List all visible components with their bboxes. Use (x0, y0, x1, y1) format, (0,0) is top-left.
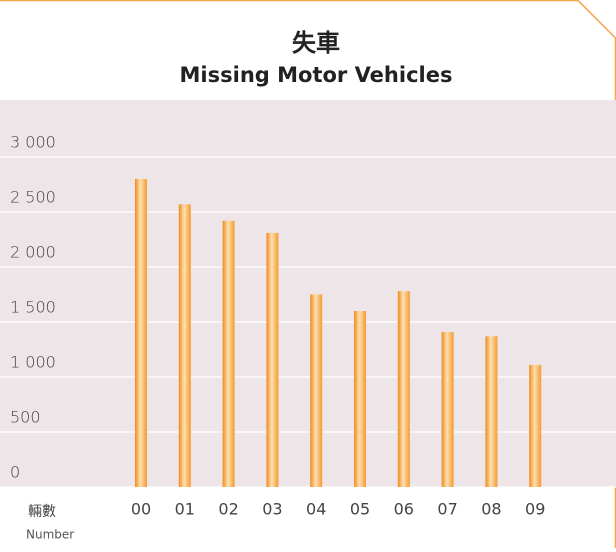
bar (529, 364, 542, 487)
bar (485, 336, 498, 487)
x-tick-label: 02 (218, 500, 238, 519)
x-tick-label: 04 (306, 500, 326, 519)
x-tick-label: 03 (262, 500, 282, 519)
bar (266, 232, 279, 487)
bar (135, 179, 147, 487)
y-tick-label: 1 000 (10, 353, 56, 372)
y-tick-label: 0 (10, 463, 20, 482)
x-tick-label: 08 (481, 500, 501, 519)
plot-background (0, 100, 616, 487)
bar (310, 294, 323, 487)
y-tick-label: 500 (10, 408, 41, 427)
y-axis-label: 輛數 (28, 504, 56, 520)
x-tick-label: 07 (437, 500, 457, 519)
x-tick-label: 01 (175, 500, 195, 519)
x-tick-label: 09 (525, 500, 545, 519)
chart-title: 失車 (292, 29, 340, 57)
x-tick-label: 05 (350, 500, 370, 519)
y-tick-label: 2 000 (10, 243, 56, 262)
bar (441, 331, 454, 487)
y-tick-label: 1 500 (10, 298, 56, 317)
y-axis-label: Number (26, 528, 74, 542)
chart-subtitle: Missing Motor Vehicles (180, 63, 453, 87)
bar (354, 311, 366, 487)
y-tick-label: 3 000 (10, 133, 56, 152)
bar (397, 291, 410, 487)
x-tick-label: 06 (394, 500, 414, 519)
bar (222, 220, 235, 488)
bar (178, 204, 191, 488)
x-tick-label: 00 (131, 500, 151, 519)
y-tick-label: 2 500 (10, 188, 56, 207)
